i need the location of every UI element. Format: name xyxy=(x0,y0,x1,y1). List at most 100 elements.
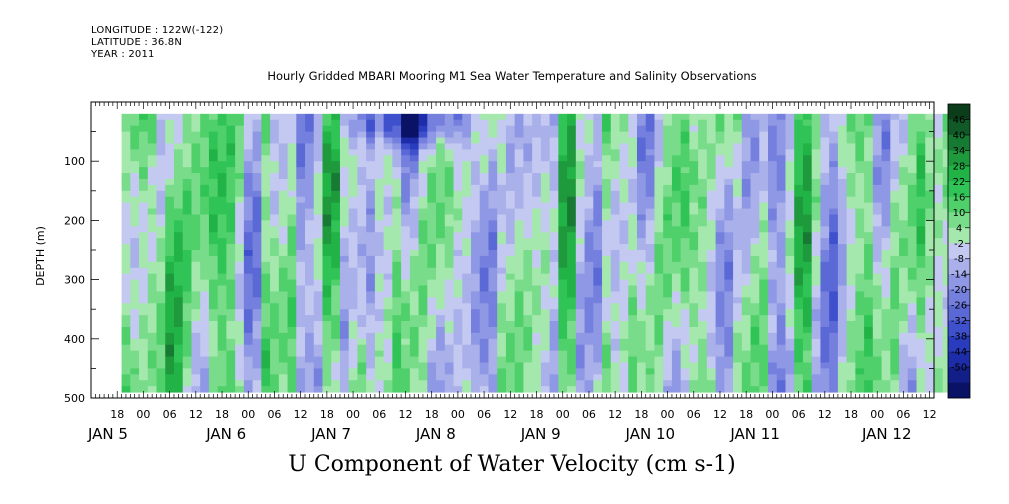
field-cell xyxy=(331,119,341,127)
field-cell xyxy=(698,374,708,381)
field-cell xyxy=(165,137,175,144)
field-cell xyxy=(261,291,271,298)
field-cell xyxy=(846,202,856,210)
field-cell xyxy=(505,232,516,239)
field-cell xyxy=(741,362,752,369)
field-cell xyxy=(846,297,856,304)
field-cell xyxy=(925,208,935,215)
field-cell xyxy=(733,326,743,334)
field-cell xyxy=(890,321,900,328)
field-cell xyxy=(741,137,752,144)
field-cell xyxy=(567,167,577,174)
field-cell xyxy=(663,285,673,292)
field-cell xyxy=(864,386,874,393)
field-cell xyxy=(147,119,158,127)
field-cell xyxy=(907,119,918,127)
field-cell xyxy=(331,131,341,139)
field-cell xyxy=(715,119,725,127)
field-cell xyxy=(156,155,166,162)
field-cell xyxy=(488,350,498,358)
field-cell xyxy=(331,261,341,269)
field-cell xyxy=(322,279,332,287)
colorbar-label: -26 xyxy=(951,301,967,312)
field-cell xyxy=(401,338,411,346)
field-cell xyxy=(514,261,524,269)
x-hour-label: 06 xyxy=(372,408,386,421)
field-cell xyxy=(296,149,306,156)
field-cell xyxy=(636,125,647,133)
field-cell xyxy=(890,173,900,180)
field-cell xyxy=(724,190,734,198)
field-cell xyxy=(130,273,140,281)
field-cell xyxy=(383,338,393,346)
field-cell xyxy=(890,202,900,210)
field-cell xyxy=(392,261,402,269)
field-cell xyxy=(191,356,201,363)
field-cell xyxy=(698,285,708,292)
field-cell xyxy=(654,125,664,133)
field-cell xyxy=(654,326,664,334)
field-cell xyxy=(759,332,769,340)
field-cell xyxy=(514,184,524,192)
field-cell xyxy=(855,178,865,186)
field-cell xyxy=(724,220,734,227)
field-cell xyxy=(628,250,638,257)
field-cell xyxy=(436,149,446,156)
field-cell xyxy=(374,368,385,375)
field-cell xyxy=(741,321,752,328)
field-cell xyxy=(645,368,655,375)
field-cell xyxy=(261,380,271,387)
field-cell xyxy=(942,250,952,257)
field-cell xyxy=(575,143,586,150)
field-cell xyxy=(881,332,891,340)
field-cell xyxy=(741,214,752,221)
field-cell xyxy=(698,386,708,393)
field-cell xyxy=(471,386,481,393)
field-cell xyxy=(916,315,926,322)
field-cell xyxy=(759,196,769,204)
field-cell xyxy=(252,202,262,210)
field-cell xyxy=(505,326,516,334)
colorbar-label: -20 xyxy=(951,285,967,296)
field-cell xyxy=(811,374,821,381)
field-cell xyxy=(156,220,166,227)
field-cell xyxy=(182,208,192,215)
field-cell xyxy=(147,238,158,245)
field-cell xyxy=(182,261,192,269)
field-cell xyxy=(243,214,254,221)
field-cell xyxy=(881,321,891,328)
field-cell xyxy=(837,196,848,204)
field-cell xyxy=(217,356,227,363)
field-cell xyxy=(191,190,201,198)
field-cell xyxy=(899,356,909,363)
field-cell xyxy=(628,303,638,310)
field-cell xyxy=(130,220,140,227)
field-cell xyxy=(733,380,743,387)
field-cell xyxy=(733,161,743,168)
field-cell xyxy=(366,321,376,328)
field-cell xyxy=(663,173,673,180)
field-cell xyxy=(558,125,568,133)
field-cell xyxy=(392,250,402,257)
field-cell xyxy=(270,321,280,328)
field-cell xyxy=(121,143,131,150)
field-cell xyxy=(532,386,542,393)
field-cell xyxy=(278,374,289,381)
field-cell xyxy=(471,208,481,215)
field-cell xyxy=(654,356,664,363)
field-cell xyxy=(270,226,280,233)
field-cell xyxy=(121,350,131,358)
field-cell xyxy=(776,344,786,352)
field-cell xyxy=(427,326,437,334)
field-cell xyxy=(733,232,743,239)
field-cell xyxy=(829,332,839,340)
field-cell xyxy=(313,261,323,269)
field-cell xyxy=(226,267,236,275)
field-cell xyxy=(366,125,376,133)
field-cell xyxy=(462,167,472,174)
field-cell xyxy=(392,226,402,233)
field-cell xyxy=(785,244,795,251)
field-cell xyxy=(532,167,542,174)
field-cell xyxy=(147,220,158,227)
field-cell xyxy=(392,220,402,227)
